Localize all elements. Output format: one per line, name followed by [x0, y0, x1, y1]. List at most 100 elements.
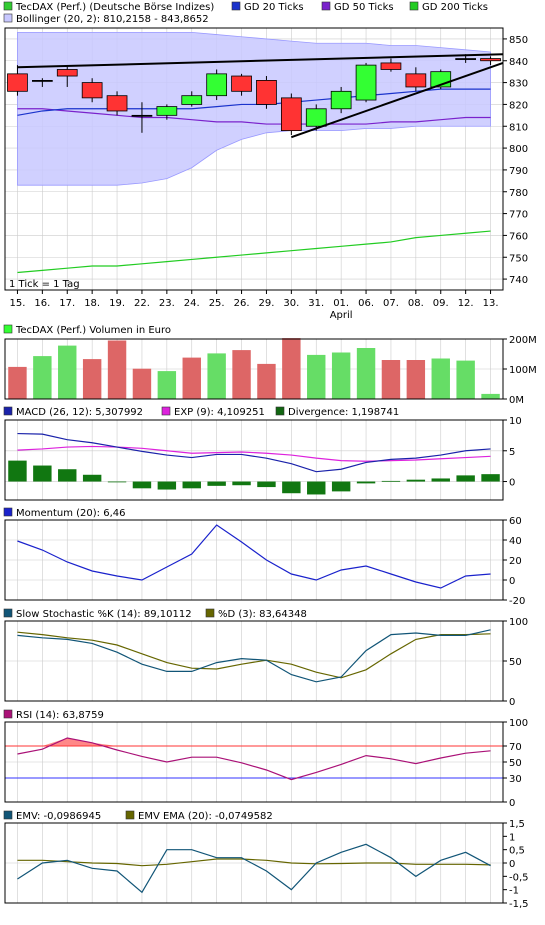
- macd-line: [17, 432, 491, 473]
- volume-bar: [257, 363, 276, 399]
- candle-body: [231, 75, 252, 92]
- x-tick-label: 22.: [134, 298, 150, 309]
- indicator-legend-swatch: [3, 810, 13, 820]
- y-tick-label: 5: [509, 447, 515, 458]
- indicator-legend-swatch: [161, 406, 171, 416]
- y-tick-label: 100M: [509, 365, 537, 376]
- y-tick-label: 780: [509, 188, 528, 199]
- y-tick-label: 740: [509, 275, 528, 286]
- legend-swatch: [231, 1, 241, 11]
- divergence-bar: [58, 469, 77, 482]
- rsi-line: [17, 737, 491, 781]
- x-tick-label: 18.: [84, 298, 100, 309]
- price-panel-frame: [4, 27, 504, 291]
- divergence-bar: [331, 481, 351, 492]
- x-tick-label: 25.: [209, 298, 225, 309]
- legend-label: GD 20 Ticks: [244, 2, 304, 13]
- y-tick-label: 790: [509, 166, 528, 177]
- volume-bar: [182, 357, 201, 399]
- bollinger-label: Bollinger (20, 2): 810,2158 - 843,8652: [16, 14, 209, 25]
- y-tick-label: 750: [509, 253, 528, 264]
- candle-body: [131, 114, 153, 117]
- candle-body: [405, 73, 427, 88]
- candle-body: [380, 62, 402, 70]
- indicator-legend-label: Momentum (20): 6,46: [16, 508, 126, 519]
- y-tick-label: 850: [509, 35, 528, 46]
- volume-bar: [157, 371, 177, 399]
- y-tick-label: 0: [509, 576, 515, 587]
- stochastic-panel-frame: [4, 620, 504, 702]
- divergence-bar: [107, 481, 127, 483]
- legend-swatch: [3, 1, 13, 11]
- y-tick-label: 0,5: [509, 846, 525, 857]
- legend-swatch: [321, 1, 331, 11]
- indicator-legend-swatch: [3, 709, 13, 719]
- candle-body: [156, 106, 178, 116]
- divergence-bar: [157, 481, 177, 490]
- volume-legend-swatch: [3, 324, 13, 334]
- x-tick-label: 07.: [383, 298, 399, 309]
- divergence-bar: [82, 474, 102, 482]
- indicator-legend-label: EMV EMA (20): -0,0749582: [138, 811, 273, 822]
- volume-bar: [107, 340, 127, 399]
- volume-bar: [431, 358, 450, 399]
- divergence-bar: [381, 480, 401, 482]
- volume-bar: [481, 393, 500, 399]
- x-tick-label: 16.: [34, 298, 50, 309]
- candle-body: [31, 80, 53, 82]
- y-tick-label: 10: [509, 416, 522, 427]
- divergence-bar: [182, 481, 201, 489]
- divergence-bar: [232, 481, 251, 486]
- volume-panel-frame: [4, 338, 504, 400]
- volume-bar: [331, 352, 351, 399]
- legend-swatch-bollinger: [3, 13, 13, 23]
- divergence-bar: [132, 481, 152, 489]
- gd200-line: [17, 230, 491, 274]
- interval-note: 1 Tick = 1 Tag: [9, 279, 80, 290]
- y-tick-label: 0: [509, 798, 515, 809]
- candle-body: [355, 64, 377, 101]
- y-tick-label: 30: [509, 774, 522, 785]
- y-tick-label: 100: [509, 718, 528, 729]
- y-tick-label: 840: [509, 57, 528, 68]
- divergence-bar: [456, 475, 475, 482]
- volume-bar: [132, 368, 152, 399]
- candle-body: [455, 58, 477, 60]
- volume-bar: [356, 348, 376, 399]
- y-tick-label: -1,5: [509, 899, 529, 910]
- volume-bar: [207, 353, 226, 399]
- volume-bar: [8, 366, 27, 399]
- y-tick-label: -1: [509, 886, 519, 897]
- x-tick-label: 17.: [59, 298, 75, 309]
- x-tick-label: 09.: [433, 298, 449, 309]
- emv-line: [17, 843, 491, 894]
- y-tick-label: 0M: [509, 395, 524, 406]
- indicator-legend-label: EXP (9): 4,109251: [174, 407, 265, 418]
- y-tick-label: -0,5: [509, 872, 529, 883]
- y-tick-label: -20: [509, 596, 525, 607]
- indicator-legend-label: Slow Stochastic %K (14): 89,10112: [16, 609, 192, 620]
- volume-bar: [381, 360, 401, 399]
- divergence-bar: [282, 481, 301, 494]
- x-tick-label: 08.: [408, 298, 424, 309]
- divergence-bar: [33, 465, 52, 482]
- volume-bar: [456, 360, 475, 399]
- candle-body: [56, 69, 78, 77]
- x-tick-label: 26.: [234, 298, 250, 309]
- volume-title: TecDAX (Perf.) Volumen in Euro: [15, 325, 171, 336]
- y-tick-label: 800: [509, 144, 528, 155]
- candle-body: [280, 97, 302, 132]
- x-tick-label: 23.: [159, 298, 175, 309]
- y-tick-label: 50: [509, 758, 522, 769]
- indicator-legend-swatch: [205, 608, 215, 618]
- legend-label: GD 50 Ticks: [334, 2, 394, 13]
- y-tick-label: 0: [509, 478, 515, 489]
- x-tick-label: 06.: [358, 298, 374, 309]
- trend-line: [291, 61, 504, 139]
- x-tick-label: 15.: [9, 298, 25, 309]
- indicator-legend-label: MACD (26, 12): 5,307992: [16, 407, 143, 418]
- volume-bar: [33, 356, 52, 399]
- x-tick-label: 29.: [258, 298, 274, 309]
- y-tick-label: 100: [509, 617, 528, 628]
